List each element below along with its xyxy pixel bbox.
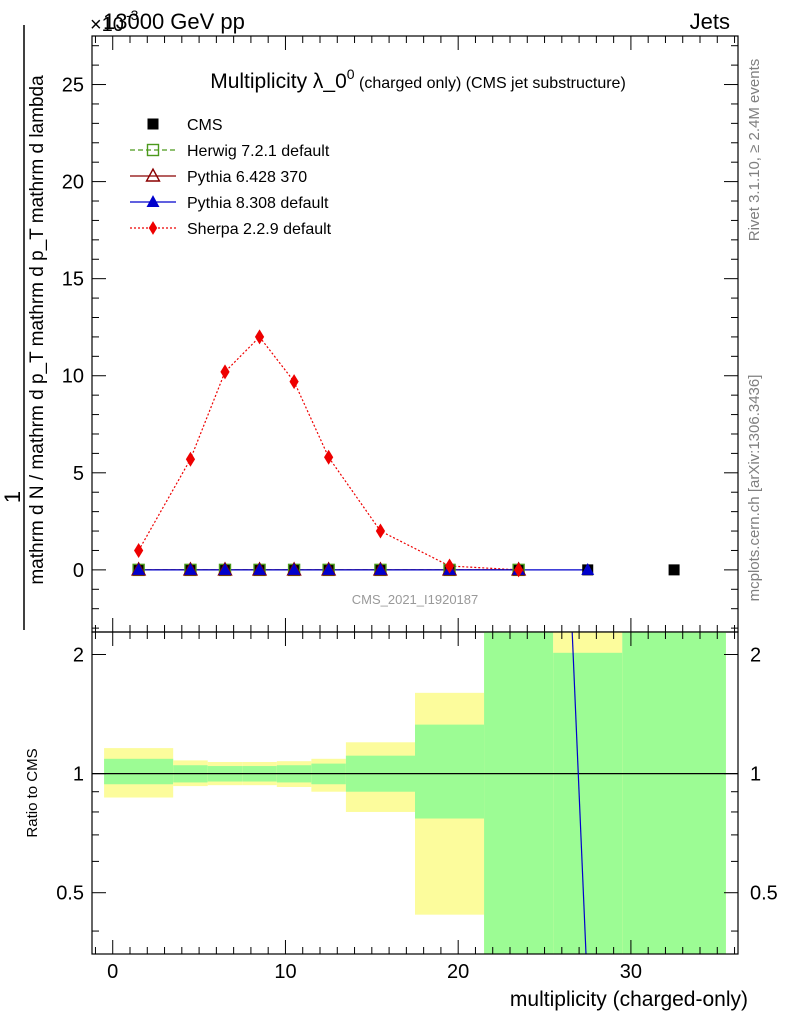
x-axis-label: multiplicity (charged-only) bbox=[510, 988, 748, 1011]
legend-entry: Herwig 7.2.1 default bbox=[130, 143, 330, 160]
stat-uncertainty-band bbox=[104, 758, 174, 785]
stat-uncertainty-band bbox=[415, 724, 485, 819]
ratio-y-tick-label: 2 bbox=[750, 645, 761, 667]
chart-title: Multiplicity λ_00 (charged only) (CMS je… bbox=[210, 66, 626, 93]
stat-uncertainty-band bbox=[484, 632, 554, 954]
series-point-pythia bbox=[218, 563, 232, 575]
header-left: 13000 GeV pp bbox=[103, 9, 245, 34]
legend-label: Pythia 6.428 370 bbox=[187, 169, 307, 186]
svg-text:1: 1 bbox=[0, 491, 25, 503]
main-y-label: 1 mathrm d N / mathrm d p_T mathrm d p_T… bbox=[0, 25, 48, 630]
series-point-sherpa bbox=[375, 523, 386, 539]
legend-marker bbox=[146, 143, 160, 157]
legend-marker bbox=[146, 195, 160, 207]
series-point-sherpa bbox=[254, 329, 265, 345]
main-y-tick-label: 5 bbox=[73, 463, 84, 485]
main-y-tick-label: 10 bbox=[62, 366, 84, 388]
ratio-y-tick-label: 0.5 bbox=[56, 883, 84, 905]
series-point-sherpa bbox=[289, 374, 299, 390]
x-tick-label: 20 bbox=[447, 961, 469, 983]
ratio-y-tick-label: 1 bbox=[73, 764, 84, 786]
main-y-tick-label: 25 bbox=[62, 75, 84, 97]
legend-marker bbox=[145, 167, 161, 182]
cms-data-point bbox=[668, 564, 680, 576]
legend-label: Pythia 8.308 default bbox=[187, 195, 329, 212]
series-point-pythia bbox=[132, 563, 146, 575]
legend-entry: Pythia 6.428 370 bbox=[130, 167, 307, 186]
series-point-sherpa bbox=[444, 558, 455, 574]
ratio-frame bbox=[91, 631, 739, 955]
series-point-pythia bbox=[581, 563, 595, 575]
legend-entry: CMS bbox=[147, 117, 223, 134]
main-y-tick-label: 20 bbox=[62, 172, 84, 194]
ratio-y-label: Ratio to CMS bbox=[24, 748, 41, 837]
series-point-sherpa bbox=[514, 562, 524, 578]
legend-entry: Sherpa 2.2.9 default bbox=[130, 221, 332, 238]
legend: CMS Herwig 7.2.1 default Pythia 6.428 370 P… bbox=[130, 117, 332, 238]
svg-text:mathrm d N / mathrm d p_T math: mathrm d N / mathrm d p_T mathrm d p_T m… bbox=[27, 75, 48, 585]
series-point-sherpa bbox=[220, 364, 230, 380]
ratio-y-tick-label: 1 bbox=[750, 764, 761, 786]
svg-text:×10: ×10 bbox=[90, 14, 124, 36]
ratio-y-tick-label: 2 bbox=[73, 645, 84, 667]
series-point-pythia bbox=[322, 563, 336, 575]
watermark: CMS_2021_I1920187 bbox=[352, 592, 479, 607]
rivet-label: Rivet 3.1.10, ≥ 2.4M events bbox=[746, 59, 763, 242]
x-tick-label: 10 bbox=[274, 961, 296, 983]
series-point-pythia bbox=[253, 563, 267, 575]
header-right: Jets bbox=[690, 9, 730, 34]
stat-uncertainty-band bbox=[622, 632, 726, 954]
main-y-tick-label: 15 bbox=[62, 269, 84, 291]
legend-marker bbox=[147, 118, 159, 130]
series-point-pythia bbox=[287, 563, 301, 575]
exponent-label: ×10 -3 bbox=[90, 7, 139, 36]
stat-uncertainty-band bbox=[553, 652, 623, 954]
series-point-sherpa bbox=[134, 542, 144, 558]
svg-text:-3: -3 bbox=[126, 7, 139, 23]
x-tick-label: 30 bbox=[620, 961, 642, 983]
legend-label: CMS bbox=[187, 117, 223, 134]
legend-label: Sherpa 2.2.9 default bbox=[187, 221, 332, 238]
series-point-pythia bbox=[373, 563, 387, 575]
series-point-sherpa bbox=[185, 451, 196, 467]
x-axis: 0 10 20 30 bbox=[94, 36, 736, 983]
legend-label: Herwig 7.2.1 default bbox=[187, 143, 330, 160]
main-y-tick-label: 0 bbox=[73, 560, 84, 582]
main-plot-panel: 0 5 10 15 20 25 CMS_2021_I1920187 Multiplicit… bbox=[62, 35, 739, 633]
ratio-plot-panel: 0.5 0.5 1 1 2 2 bbox=[56, 631, 778, 955]
x-tick-label: 0 bbox=[107, 961, 118, 983]
legend-marker bbox=[148, 221, 158, 235]
mcplots-label: mcplots.cern.ch [arXiv:1306.3436] bbox=[746, 375, 763, 602]
ratio-line-pythia8 bbox=[571, 631, 587, 955]
series-point-pythia bbox=[183, 563, 197, 575]
ratio-y-tick-label: 0.5 bbox=[750, 883, 778, 905]
legend-entry: Pythia 8.308 default bbox=[130, 195, 329, 212]
series-point-sherpa bbox=[324, 449, 334, 465]
